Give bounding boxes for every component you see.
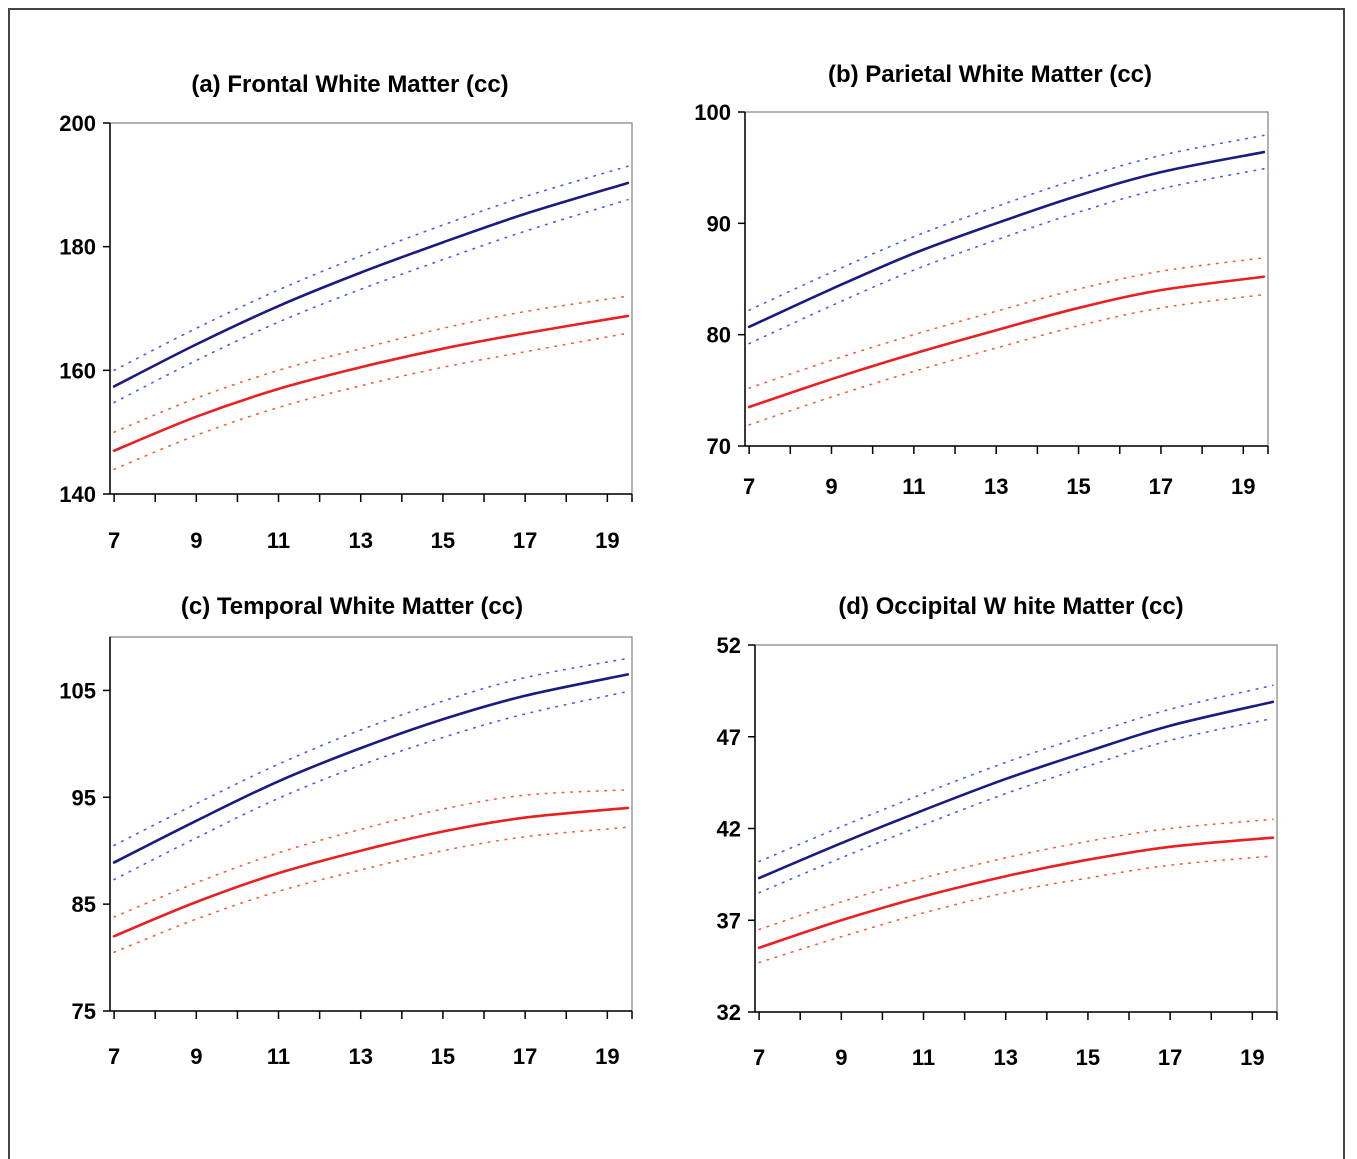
chart-panel-1: (a) Frontal White Matter (cc) 140 160 180 20… [59,71,633,553]
y-tick-label: 140 [59,482,96,507]
x-tick-label: 17 [1149,474,1173,499]
plot-area-border [744,111,1269,447]
chart-panel-2: (b) Parietal White Matter (cc) 70 80 90 100 7… [694,61,1269,499]
chart-title: (b) Parietal White Matter (cc) [828,61,1152,88]
x-tick-label: 15 [431,1044,455,1069]
series-line-1-mean [747,150,1266,329]
x-tick-label: 17 [513,528,537,553]
x-tick-label: 19 [595,528,619,553]
y-tick-label: 80 [707,323,731,348]
series-line-1-mean [112,181,630,388]
series-line-5-bound [748,257,1265,389]
series-line-3-bound [113,198,629,404]
x-tick-label: 19 [595,1044,619,1069]
y-tick-label: 47 [717,725,741,750]
series-line-6-bound [758,855,1274,964]
x-tick-label: 7 [743,474,755,499]
x-tick-label: 11 [912,1045,935,1070]
y-tick-label: 105 [59,678,96,703]
y-tick-label: 70 [707,434,731,459]
series-line-4-mean [112,314,630,453]
x-tick-label: 13 [348,528,372,553]
series-line-2-bound [113,657,629,847]
series-line-4-mean [747,275,1266,409]
y-tick-label: 180 [59,235,96,260]
y-tick-label: 95 [72,785,96,810]
series-line-2-bound [748,134,1265,311]
chart-title: (c) Temporal White Matter (cc) [181,593,523,620]
series-line-5-bound [113,789,629,918]
chart-panel-3: (c) Temporal White Matter (cc) 75 85 95 105 7… [59,593,633,1069]
y-tick-label: 85 [72,892,96,917]
x-tick-label: 9 [190,1044,202,1069]
series-line-1-mean [757,700,1275,880]
y-tick-label: 32 [717,1000,741,1025]
x-tick-label: 17 [513,1044,537,1069]
plot-area-border [754,644,1278,1013]
y-tick-label: 90 [707,211,731,236]
series-line-3-bound [748,167,1265,345]
y-tick-label: 200 [59,111,96,136]
x-tick-label: 15 [1076,1045,1100,1070]
figure-frame [8,8,1345,1159]
chart-title: (a) Frontal White Matter (cc) [191,71,508,98]
y-tick-label: 75 [72,999,96,1024]
x-tick-label: 13 [348,1044,372,1069]
chart-title: (d) Occipital W hite Matter (cc) [838,593,1183,620]
y-tick-label: 37 [717,908,741,933]
series-line-3-bound [758,717,1274,894]
x-tick-label: 9 [835,1045,847,1070]
x-tick-label: 19 [1240,1045,1264,1070]
series-line-6-bound [113,332,629,471]
x-tick-label: 11 [267,1044,290,1069]
series-line-6-bound [748,293,1265,426]
series-line-1-mean [112,673,630,864]
x-tick-label: 7 [108,1044,120,1069]
series-line-2-bound [113,165,629,372]
x-tick-label: 13 [993,1045,1017,1070]
x-tick-label: 15 [431,528,455,553]
y-tick-label: 100 [694,100,731,125]
y-tick-label: 42 [717,817,741,842]
series-line-5-bound [758,818,1274,931]
series-line-3-bound [113,690,629,881]
x-tick-label: 11 [267,528,290,553]
x-tick-label: 7 [108,528,120,553]
x-tick-label: 7 [753,1045,765,1070]
plot-area-border [109,122,633,495]
y-tick-label: 160 [59,358,96,383]
x-tick-label: 13 [984,474,1008,499]
x-tick-label: 15 [1066,474,1090,499]
series-line-4-mean [112,806,630,938]
x-tick-label: 9 [190,528,202,553]
y-tick-label: 52 [717,633,741,658]
x-tick-label: 17 [1158,1045,1182,1070]
x-tick-label: 9 [825,474,837,499]
series-line-4-mean [757,836,1275,950]
series-line-2-bound [758,684,1274,863]
x-tick-label: 19 [1231,474,1255,499]
x-tick-label: 11 [902,474,925,499]
series-line-6-bound [113,826,629,954]
chart-panel-4: (d) Occipital W hite Matter (cc) 32 37 42 47… [717,593,1278,1070]
